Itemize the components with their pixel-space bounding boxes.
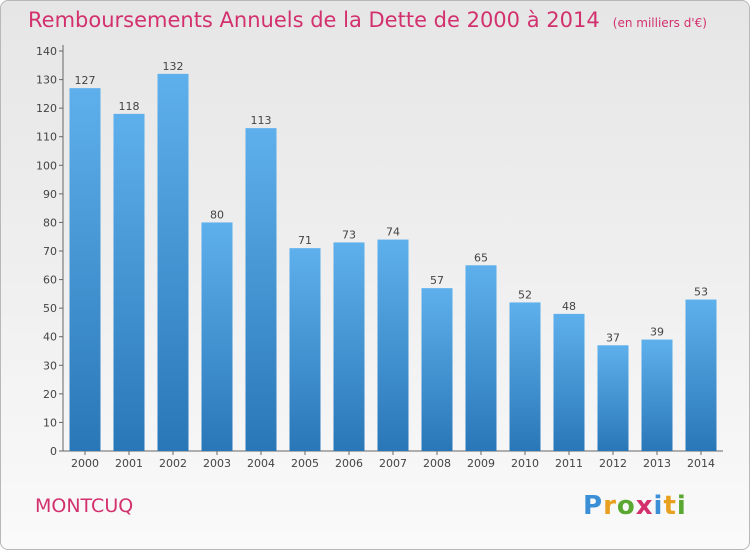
bar <box>509 302 541 451</box>
bar <box>201 222 233 451</box>
bar <box>69 88 101 452</box>
x-tick-label: 2007 <box>379 457 407 470</box>
logo-letter: P <box>583 491 604 521</box>
x-tick-label: 2011 <box>555 457 583 470</box>
bar-value-label: 39 <box>650 326 664 339</box>
bar <box>377 239 409 451</box>
y-tick-label: 0 <box>50 445 57 458</box>
y-tick-label: 80 <box>43 216 57 229</box>
x-tick-label: 2014 <box>687 457 715 470</box>
x-tick-label: 2001 <box>115 457 143 470</box>
logo-letter: r <box>603 491 617 521</box>
proxiti-logo: Proxiti <box>583 491 687 521</box>
y-tick-label: 70 <box>43 245 57 258</box>
x-tick-label: 2013 <box>643 457 671 470</box>
town-name: MONTCUQ <box>35 495 134 517</box>
bar <box>157 73 189 451</box>
y-tick-label: 110 <box>36 131 57 144</box>
logo-letter: x <box>635 491 654 521</box>
x-tick-label: 2012 <box>599 457 627 470</box>
bar-value-label: 53 <box>694 286 708 299</box>
bar-value-label: 65 <box>474 251 488 264</box>
y-tick-label: 120 <box>36 102 57 115</box>
y-tick-label: 60 <box>43 274 57 287</box>
bar <box>641 339 673 451</box>
y-tick-label: 40 <box>43 331 57 344</box>
bar <box>597 345 629 451</box>
x-tick-label: 2006 <box>335 457 363 470</box>
logo-letter: i <box>653 491 664 521</box>
bar <box>421 288 453 451</box>
bar-value-label: 113 <box>251 114 272 127</box>
bar <box>553 313 585 451</box>
bar <box>113 113 145 451</box>
logo-letter: i <box>676 491 687 521</box>
x-tick-label: 2005 <box>291 457 319 470</box>
x-tick-label: 2002 <box>159 457 187 470</box>
bar-value-label: 37 <box>606 331 620 344</box>
y-tick-label: 50 <box>43 302 57 315</box>
unit-note: (en milliers d'€) <box>612 16 707 30</box>
bar-value-label: 132 <box>163 60 184 73</box>
bar <box>245 128 277 451</box>
bar <box>685 299 717 451</box>
y-tick-label: 140 <box>36 45 57 58</box>
bar-value-label: 118 <box>119 100 140 113</box>
bar-value-label: 48 <box>562 300 576 313</box>
logo-letter: o <box>616 491 636 521</box>
title-text: Remboursements Annuels de la Dette de 20… <box>28 8 600 32</box>
y-tick-label: 30 <box>43 359 57 372</box>
x-tick-label: 2003 <box>203 457 231 470</box>
logo-letter: t <box>663 491 677 521</box>
x-tick-label: 2004 <box>247 457 275 470</box>
bar-value-label: 73 <box>342 228 356 241</box>
bar-value-label: 74 <box>386 226 400 239</box>
bar-value-label: 127 <box>75 74 96 87</box>
bar-value-label: 57 <box>430 274 444 287</box>
y-tick-label: 10 <box>43 416 57 429</box>
bar <box>333 242 365 451</box>
y-tick-label: 90 <box>43 188 57 201</box>
y-tick-label: 20 <box>43 388 57 401</box>
x-tick-label: 2010 <box>511 457 539 470</box>
bar-value-label: 52 <box>518 288 532 301</box>
x-tick-label: 2008 <box>423 457 451 470</box>
x-tick-label: 2000 <box>71 457 99 470</box>
bar <box>465 265 497 451</box>
x-tick-label: 2009 <box>467 457 495 470</box>
chart-title: Remboursements Annuels de la Dette de 20… <box>28 8 707 32</box>
bar <box>289 248 321 451</box>
bar-value-label: 71 <box>298 234 312 247</box>
y-tick-label: 130 <box>36 74 57 87</box>
bar-value-label: 80 <box>210 208 224 221</box>
y-tick-label: 100 <box>36 159 57 172</box>
